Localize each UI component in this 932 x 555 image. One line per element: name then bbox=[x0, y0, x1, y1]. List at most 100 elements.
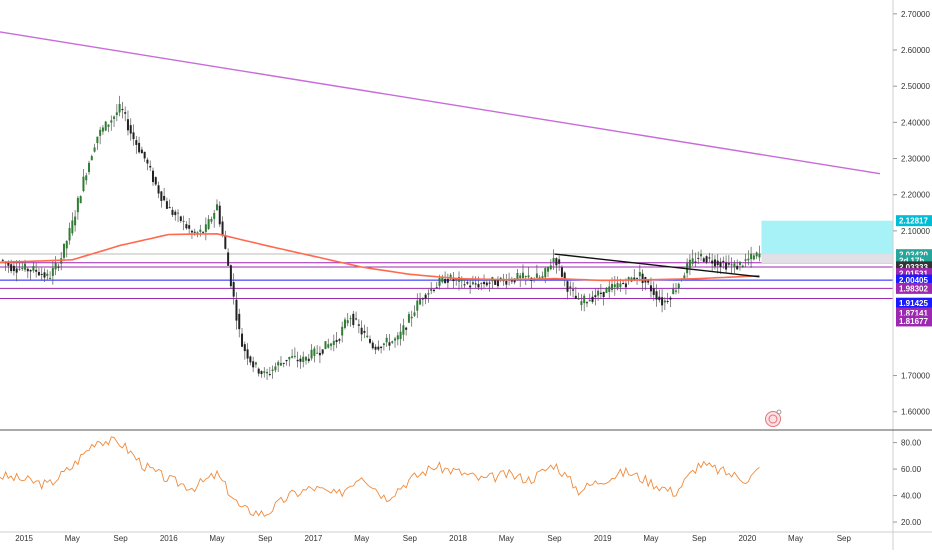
candle-body bbox=[221, 221, 224, 236]
candle-body bbox=[585, 302, 588, 304]
time-tick-label: May bbox=[354, 534, 369, 543]
candle-body bbox=[121, 109, 124, 111]
candle-body bbox=[274, 366, 277, 371]
candle-body bbox=[68, 227, 71, 241]
candle-body bbox=[90, 156, 93, 161]
candle-body bbox=[499, 277, 502, 280]
candle-body bbox=[368, 338, 371, 343]
candle-body bbox=[193, 231, 196, 233]
candle-body bbox=[215, 204, 218, 211]
candle-body bbox=[371, 342, 374, 349]
price-tag-box bbox=[896, 274, 932, 286]
candle-body bbox=[96, 136, 99, 144]
candle-body bbox=[254, 362, 257, 365]
price-tag-label: 2d 17h bbox=[899, 257, 924, 266]
price-tag-label: 2.01531 bbox=[899, 270, 928, 279]
price-tag-label: 1.81677 bbox=[899, 317, 928, 326]
candle-body bbox=[321, 349, 324, 354]
candle-body bbox=[260, 371, 263, 375]
candle-body bbox=[683, 275, 686, 279]
candle-body bbox=[521, 272, 524, 278]
time-tick-label: Sep bbox=[837, 534, 852, 543]
candle-body bbox=[574, 295, 577, 299]
candle-body bbox=[288, 356, 291, 360]
candle-body bbox=[638, 272, 641, 277]
candle-body bbox=[469, 285, 472, 288]
candle-body bbox=[37, 271, 40, 276]
candle-body bbox=[188, 225, 191, 229]
candle-body bbox=[460, 277, 463, 282]
candle-body bbox=[341, 326, 344, 336]
candle-body bbox=[394, 338, 397, 341]
candle-body bbox=[40, 273, 43, 275]
price-tick-label: 1.70000 bbox=[901, 372, 930, 381]
candle-body bbox=[516, 273, 519, 280]
candle-body bbox=[307, 358, 310, 362]
time-tick-label: 2020 bbox=[738, 534, 756, 543]
rsi-axis: 80.00 60.00 40.00 20.00 bbox=[893, 439, 922, 527]
candle-body bbox=[43, 272, 46, 278]
candle-body bbox=[583, 295, 586, 304]
price-tag-box bbox=[896, 268, 932, 280]
candle-body bbox=[104, 121, 107, 131]
candle-body bbox=[152, 170, 155, 183]
candle-body bbox=[427, 293, 430, 295]
candle-body bbox=[335, 339, 338, 343]
price-tick-label: 2.60000 bbox=[901, 46, 930, 55]
candle-body bbox=[435, 287, 438, 289]
candle-body bbox=[285, 359, 288, 362]
candle-body bbox=[263, 371, 266, 373]
candle-body bbox=[713, 259, 716, 267]
candle-body bbox=[488, 282, 491, 284]
candle-body bbox=[313, 348, 316, 356]
logo-circle bbox=[765, 411, 781, 427]
time-tick-label: 2015 bbox=[15, 534, 33, 543]
candle-body bbox=[455, 278, 458, 280]
candle-body bbox=[663, 300, 666, 303]
logo-ring bbox=[768, 414, 778, 424]
candle-body bbox=[332, 340, 335, 345]
candle-body bbox=[146, 159, 149, 164]
candle-body bbox=[62, 243, 65, 258]
candle-body bbox=[569, 286, 572, 288]
candle-body bbox=[558, 259, 561, 264]
candle-body bbox=[700, 253, 703, 257]
moving-average-line bbox=[0, 232, 760, 282]
candle-body bbox=[661, 297, 664, 306]
time-tick-label: 2018 bbox=[449, 534, 467, 543]
candle-body bbox=[241, 333, 244, 347]
price-tag-label: 2.03333 bbox=[899, 263, 928, 272]
rsi-tick-label: 80.00 bbox=[901, 439, 922, 448]
target-zone bbox=[761, 220, 893, 255]
candle-body bbox=[71, 220, 74, 234]
candle-body bbox=[115, 112, 118, 116]
candle-body bbox=[466, 282, 469, 284]
candle-body bbox=[747, 258, 750, 261]
candle-body bbox=[544, 268, 547, 278]
price-tag-box bbox=[896, 315, 932, 327]
time-tick-label: May bbox=[65, 534, 80, 543]
candle-body bbox=[647, 280, 650, 283]
candle-body bbox=[410, 316, 413, 319]
candle-body bbox=[449, 274, 452, 279]
candle-body bbox=[305, 356, 308, 361]
candle-body bbox=[538, 277, 541, 279]
candle-body bbox=[616, 283, 619, 289]
candle-body bbox=[32, 266, 35, 271]
candle-body bbox=[494, 280, 497, 285]
candle-body bbox=[483, 281, 486, 285]
candle-body bbox=[15, 268, 18, 273]
price-tag-label: 1.98302 bbox=[899, 284, 928, 293]
moving-average-layer bbox=[0, 232, 760, 282]
candle-body bbox=[296, 359, 299, 362]
candle-body bbox=[279, 362, 282, 366]
price-tag-label: 2.03420 bbox=[899, 251, 928, 260]
candle-body bbox=[266, 372, 269, 374]
candle-body bbox=[441, 276, 444, 283]
candle-body bbox=[744, 259, 747, 261]
candle-body bbox=[649, 285, 652, 292]
candle-body bbox=[524, 276, 527, 278]
